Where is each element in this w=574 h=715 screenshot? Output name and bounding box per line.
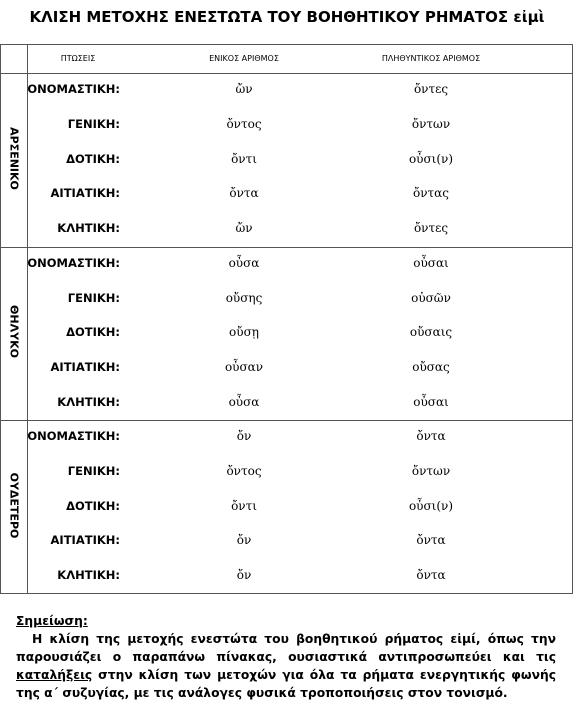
plural-form: οὔσας	[412, 359, 450, 374]
plural-form: οὖσι(ν)	[408, 151, 454, 166]
plural-form: οὔσαις	[409, 325, 453, 340]
plural-form: ὄντες	[413, 82, 449, 97]
singular-form: οὔσῃ	[229, 325, 259, 340]
row-line	[0, 73, 573, 74]
singular-form: οὔσης	[225, 290, 263, 305]
case-label: ΓΕΝΙΚΗ:	[67, 117, 120, 132]
singular-form: ὄντι	[231, 498, 257, 513]
case-label: ΑΙΤΙΑΤΙΚΗ:	[50, 359, 120, 374]
singular-form: ὄντος	[226, 117, 262, 132]
plural-form: οὖσι(ν)	[408, 498, 454, 513]
group-line	[0, 246, 573, 248]
note-underlined: καταλήξεις	[16, 668, 93, 682]
plural-form: ὄντα	[416, 533, 446, 548]
singular-form: οὖσα	[228, 255, 260, 270]
plural-form: ὄντες	[413, 221, 449, 236]
case-label: ΔΟΤΙΚΗ:	[66, 325, 120, 340]
plural-form: ὄντων	[411, 464, 451, 479]
case-label: ΔΟΤΙΚΗ:	[66, 151, 120, 166]
note-text: Η κλίση της μετοχής ενεστώτα του βοηθητι…	[16, 630, 556, 702]
singular-form: ὤν	[235, 221, 253, 236]
note-heading: Σημείωση:	[16, 614, 88, 628]
case-label: ΚΛΗΤΙΚΗ:	[57, 568, 120, 583]
singular-form: ὤν	[235, 82, 253, 97]
column-line	[27, 44, 28, 594]
singular-form: ὄντος	[226, 464, 262, 479]
column-header: ΠΛΗΘΥΝΤΙΚΟΣ ΑΡΙΘΜΟΣ	[381, 54, 481, 63]
singular-form: οὖσαν	[224, 359, 264, 374]
title: ΚΛΙΣΗ ΜΕΤΟΧΗΣ ΕΝΕΣΤΩΤΑ ΤΟΥ ΒΟΗΘΗΤΙΚΟΥ ΡΗ…	[29, 8, 545, 26]
case-label: ΑΙΤΙΑΤΙΚΗ:	[50, 186, 120, 201]
singular-form: οὖσα	[228, 394, 260, 409]
column-header: ΠΤΩΣΕΙΣ	[60, 54, 96, 63]
singular-form: ὄν	[236, 568, 252, 583]
case-label: ΑΙΤΙΑΤΙΚΗ:	[50, 533, 120, 548]
case-label: ΚΛΗΤΙΚΗ:	[57, 394, 120, 409]
table-border	[0, 44, 573, 594]
case-label: ΓΕΝΙΚΗ:	[67, 464, 120, 479]
singular-form: ὄν	[236, 429, 252, 444]
plural-form: ὄντας	[413, 186, 449, 201]
plural-form: οὖσαι	[413, 255, 449, 270]
note-text-part: Η κλίση της μετοχής ενεστώτα του βοηθητι…	[16, 632, 556, 664]
singular-form: ὄντα	[229, 186, 259, 201]
case-label: ΟΝΟΜΑΣΤΙΚΗ:	[27, 255, 120, 270]
column-header: ΕΝΙΚΟΣ ΑΡΙΘΜΟΣ	[209, 54, 279, 63]
plural-form: οὖσαι	[413, 394, 449, 409]
case-label: ΔΟΤΙΚΗ:	[66, 498, 120, 513]
note-text-part: στην κλίση των μετοχών για όλα τα ρήματα…	[16, 668, 556, 700]
case-label: ΚΛΗΤΙΚΗ:	[57, 221, 120, 236]
plural-form: ὄντα	[416, 429, 446, 444]
singular-form: ὄν	[236, 533, 252, 548]
plural-form: οὐσῶν	[411, 290, 451, 305]
case-label: ΟΝΟΜΑΣΤΙΚΗ:	[27, 429, 120, 444]
group-line	[0, 420, 573, 421]
plural-form: ὄντων	[411, 117, 451, 132]
case-label: ΟΝΟΜΑΣΤΙΚΗ:	[27, 82, 120, 97]
singular-form: ὄντι	[231, 151, 257, 166]
case-label: ΓΕΝΙΚΗ:	[67, 290, 120, 305]
note: Σημείωση: Η κλίση της μετοχής ενεστώτα τ…	[16, 612, 556, 702]
plural-form: ὄντα	[416, 568, 446, 583]
